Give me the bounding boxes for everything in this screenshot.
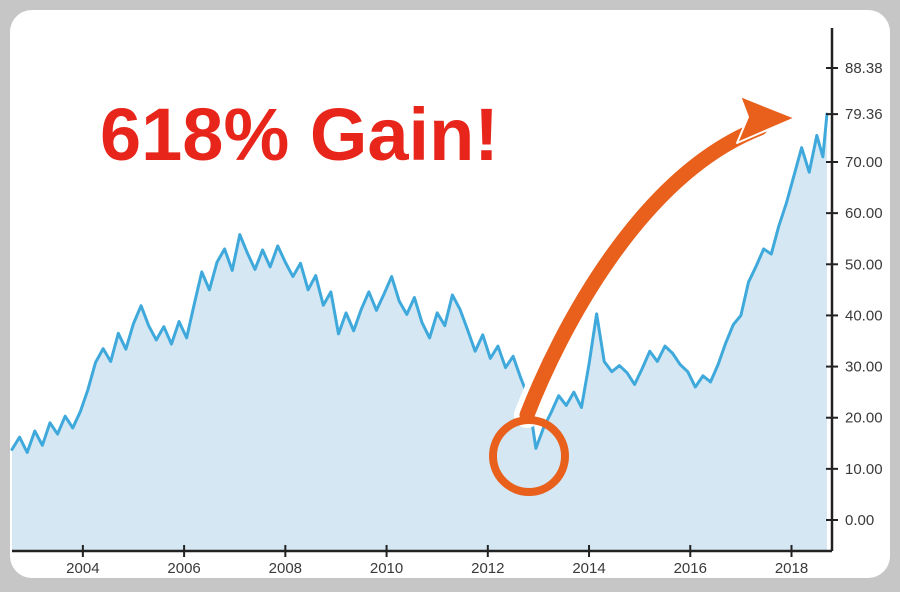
chart-axes: 0.00 10.00 20.00 30.00 40.00 50.00 60.00 70.00 7…	[12, 28, 883, 577]
y-tick-label: 40.00	[845, 307, 883, 324]
annotation-layer: 618% Gain!	[100, 93, 796, 496]
growth-arrow-head	[736, 95, 796, 144]
y-tick-label: 70.00	[845, 154, 883, 171]
x-tick-label: 2018	[775, 560, 808, 577]
y-tick-label: 60.00	[845, 205, 883, 222]
x-tick-label: 2014	[572, 560, 605, 577]
y-tick-label: 20.00	[845, 410, 883, 427]
y-tick-label: 79.36	[845, 106, 883, 123]
gain-annotation-label: 618% Gain!	[100, 93, 499, 176]
x-tick-label: 2006	[167, 560, 200, 577]
x-tick-label: 2010	[370, 560, 403, 577]
x-tick-label: 2012	[471, 560, 504, 577]
y-tick-label: 30.00	[845, 359, 883, 376]
price-line	[10, 112, 829, 454]
y-axis-ticks: 0.00 10.00 20.00 30.00 40.00 50.00 60.00 70.00 7…	[826, 60, 883, 529]
y-tick-label: 50.00	[845, 256, 883, 273]
x-tick-label: 2008	[269, 560, 302, 577]
y-tick-label: 88.38	[845, 60, 883, 77]
growth-arrow-curve	[519, 120, 768, 423]
x-tick-label: 2004	[66, 560, 99, 577]
low-point-circle	[489, 416, 569, 496]
price-area-fill	[12, 114, 827, 550]
y-tick-label: 0.00	[845, 512, 874, 529]
x-axis-ticks: 2004 2006 2008 2010 2012 2014 2016 2018	[66, 545, 808, 577]
x-tick-label: 2016	[674, 560, 707, 577]
y-tick-label: 10.00	[845, 461, 883, 478]
